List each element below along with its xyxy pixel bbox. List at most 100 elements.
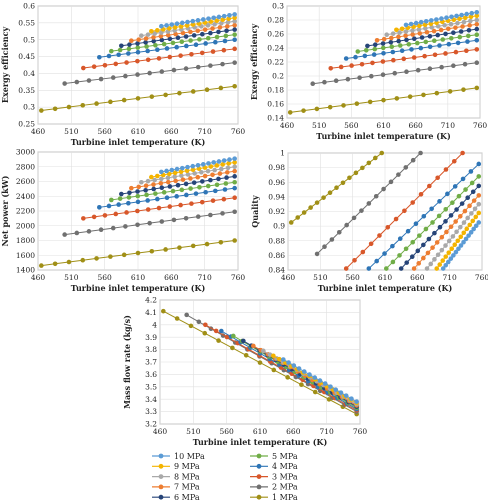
data-point — [167, 36, 173, 42]
data-point — [446, 238, 452, 244]
data-point — [427, 66, 433, 71]
data-point — [145, 57, 151, 63]
data-point — [149, 174, 154, 180]
data-point — [147, 70, 152, 76]
data-point — [473, 214, 479, 220]
data-point — [189, 201, 194, 206]
y-tick-label: 0.16 — [267, 100, 284, 109]
data-point — [276, 356, 282, 362]
data-point — [474, 13, 480, 19]
data-point — [179, 173, 184, 178]
y-tick-label: 0.86 — [268, 251, 285, 260]
series-9-mpa — [394, 13, 480, 33]
data-point — [151, 186, 157, 192]
data-point — [129, 185, 134, 191]
data-point — [159, 37, 165, 43]
data-point — [428, 21, 434, 27]
data-point — [336, 229, 342, 235]
data-point — [443, 243, 448, 248]
data-point — [232, 168, 237, 174]
data-point — [189, 52, 194, 57]
y-tick-label: 0.94 — [268, 192, 285, 201]
data-point — [197, 37, 202, 42]
data-point — [465, 33, 471, 39]
data-point — [135, 72, 140, 77]
legend-label: 2 MPa — [272, 483, 298, 492]
data-point — [117, 47, 123, 53]
x-tick-label: 610 — [253, 427, 268, 436]
data-point — [230, 345, 235, 351]
data-point — [418, 45, 424, 51]
x-tick-label: 710 — [198, 273, 213, 282]
x-tick-label: 660 — [286, 427, 301, 436]
legend-item: 10 MPa — [152, 452, 205, 461]
charts-layer: 460 510 560 610 660 710 760 0.25 0.3 0.35 0.4 0.45 0… — [0, 2, 488, 447]
data-point — [461, 239, 466, 245]
x-tick-label: 460 — [280, 121, 295, 130]
data-point — [411, 36, 417, 41]
data-point — [271, 353, 276, 359]
series-10-mpa — [159, 156, 237, 175]
data-point — [322, 79, 327, 85]
data-point — [428, 261, 434, 267]
data-point — [338, 390, 344, 395]
data-point — [179, 39, 185, 45]
series-10-mpa — [281, 357, 359, 404]
data-point — [381, 36, 387, 42]
data-point — [417, 23, 422, 29]
data-point — [139, 179, 144, 185]
data-point — [434, 240, 440, 245]
data-point — [183, 34, 189, 39]
data-point — [159, 169, 164, 175]
x-tick-label: 760 — [473, 121, 488, 130]
data-point — [119, 191, 124, 197]
x-tick-label: 760 — [353, 427, 368, 436]
data-point — [219, 20, 224, 26]
data-point — [173, 31, 178, 37]
data-point — [310, 81, 316, 86]
y-tick-label: 0.28 — [267, 16, 284, 25]
data-point — [410, 200, 416, 205]
data-point — [135, 208, 140, 214]
y-tick-label: 0.88 — [268, 236, 285, 245]
data-point — [221, 158, 227, 163]
data-point — [312, 389, 318, 395]
data-point — [398, 266, 404, 271]
data-point — [62, 81, 67, 86]
data-point — [219, 166, 224, 172]
data-point — [220, 61, 225, 67]
y-tick-label: 2400 — [16, 192, 35, 201]
data-point — [159, 219, 165, 224]
data-point — [431, 38, 437, 43]
x-tick-label: 710 — [441, 121, 456, 130]
y-tick-label: 3.8 — [145, 345, 157, 354]
data-point — [167, 204, 173, 209]
data-point — [172, 170, 178, 176]
data-point — [52, 106, 58, 112]
data-point — [145, 32, 151, 37]
series-3-mpa — [328, 47, 480, 71]
data-point — [188, 38, 193, 43]
data-point — [465, 39, 470, 44]
legend-item: 1 MPa — [250, 493, 298, 500]
data-point — [159, 176, 164, 182]
data-point — [451, 63, 456, 68]
data-point — [458, 243, 464, 248]
data-point — [373, 155, 378, 161]
data-point — [442, 22, 447, 28]
data-point — [143, 40, 148, 45]
data-point — [460, 176, 466, 182]
y-tick-label: 2000 — [16, 221, 35, 230]
data-point — [450, 200, 455, 206]
data-point — [213, 188, 218, 194]
data-point — [432, 230, 437, 236]
data-point — [401, 56, 407, 62]
data-point — [343, 393, 349, 398]
series-8-mpa — [139, 164, 237, 185]
data-point — [418, 19, 424, 25]
data-point — [470, 189, 476, 195]
data-point — [437, 43, 442, 48]
data-point — [461, 230, 467, 236]
data-point — [430, 245, 435, 250]
data-point — [200, 17, 206, 22]
